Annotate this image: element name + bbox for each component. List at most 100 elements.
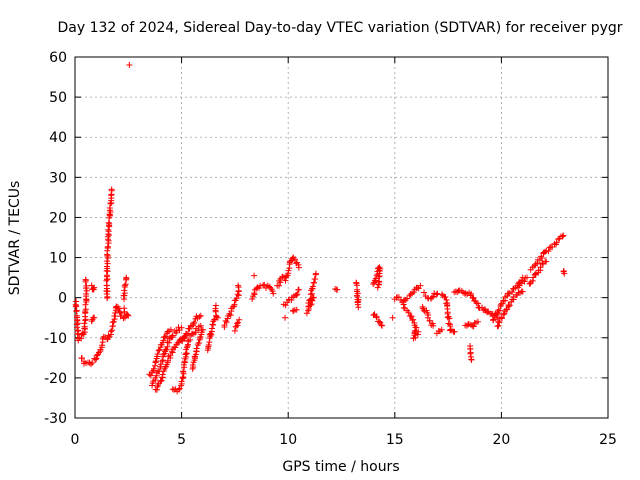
y-tick-label: 50 [49, 90, 67, 106]
data-point [235, 284, 242, 291]
data-point [172, 344, 179, 351]
data-point [468, 290, 475, 297]
data-point [227, 312, 234, 319]
data-point [112, 309, 119, 316]
data-point [193, 345, 200, 352]
data-point [224, 315, 231, 322]
data-point [74, 324, 81, 331]
y-tick-label: 0 [58, 291, 67, 307]
data-point [234, 320, 241, 327]
data-point [303, 310, 310, 317]
data-point [161, 333, 168, 340]
data-point [373, 314, 380, 321]
grid [75, 57, 608, 418]
data-point [467, 350, 474, 357]
data-point [295, 264, 302, 271]
data-points [72, 62, 568, 395]
data-point [468, 356, 475, 363]
data-point [451, 328, 458, 335]
data-point [265, 283, 272, 290]
data-point [234, 291, 241, 298]
x-tick-label: 5 [177, 432, 186, 448]
y-tick-label: -30 [44, 411, 67, 427]
data-point [154, 351, 161, 358]
data-point [160, 351, 167, 358]
x-tick-label: 25 [599, 432, 617, 448]
data-point [494, 323, 501, 330]
data-point [377, 319, 384, 326]
data-point [560, 232, 567, 239]
data-point [73, 308, 80, 315]
data-point [236, 316, 243, 323]
data-point [104, 243, 111, 250]
data-point [534, 260, 541, 267]
data-point [89, 359, 96, 366]
data-point [389, 314, 396, 321]
data-point [78, 355, 85, 362]
x-tick-label: 0 [71, 432, 80, 448]
data-point [374, 284, 381, 291]
data-point [505, 303, 512, 310]
data-point [290, 308, 297, 315]
data-point [162, 333, 169, 340]
data-point [81, 320, 88, 327]
data-point [537, 264, 544, 271]
x-tick-label: 15 [386, 432, 404, 448]
plot-frame [74, 56, 609, 419]
data-point [407, 291, 414, 298]
data-point [212, 308, 219, 315]
data-point [90, 286, 97, 293]
data-point [261, 281, 268, 288]
data-point [189, 322, 196, 329]
data-point [379, 322, 386, 329]
data-point [178, 324, 185, 331]
data-point [497, 301, 504, 308]
data-point [121, 290, 128, 297]
data-point [446, 315, 453, 322]
data-point [285, 267, 292, 274]
data-point [288, 297, 295, 304]
data-point [434, 290, 441, 297]
y-tick-label: 10 [49, 251, 67, 267]
tick-labels: 0 5 10 15 20 25 -30 -20 -10 0 10 20 30 40 50 60 [44, 50, 617, 448]
data-point [110, 318, 117, 325]
data-point [195, 340, 202, 347]
data-point [370, 281, 377, 288]
data-point [442, 294, 449, 301]
data-point [108, 327, 115, 334]
data-point [156, 346, 163, 353]
y-tick-label: 30 [49, 170, 67, 186]
data-point [251, 272, 258, 279]
data-point [91, 284, 98, 291]
data-point [196, 313, 203, 320]
data-point [104, 263, 111, 270]
data-point [491, 314, 498, 321]
data-point [413, 324, 420, 331]
data-point [542, 248, 549, 255]
data-point [410, 316, 417, 323]
data-point [87, 361, 94, 368]
data-point [173, 327, 180, 334]
data-point [408, 313, 415, 320]
data-point [549, 244, 556, 251]
data-point [191, 319, 198, 326]
data-point [212, 302, 219, 309]
data-point [99, 342, 106, 349]
data-point [189, 362, 196, 369]
data-point [103, 258, 110, 265]
data-point [209, 321, 216, 328]
data-point [538, 255, 545, 262]
data-point [82, 306, 89, 313]
data-point [214, 314, 221, 321]
data-point [295, 286, 302, 293]
data-point [378, 322, 385, 329]
data-point [405, 309, 412, 316]
x-axis-title: GPS time / hours [282, 459, 399, 475]
data-point [121, 282, 128, 289]
data-point [426, 317, 433, 324]
data-point [213, 313, 220, 320]
data-point [469, 294, 476, 301]
data-point [74, 320, 81, 327]
data-point [500, 311, 507, 318]
data-point [169, 332, 176, 339]
